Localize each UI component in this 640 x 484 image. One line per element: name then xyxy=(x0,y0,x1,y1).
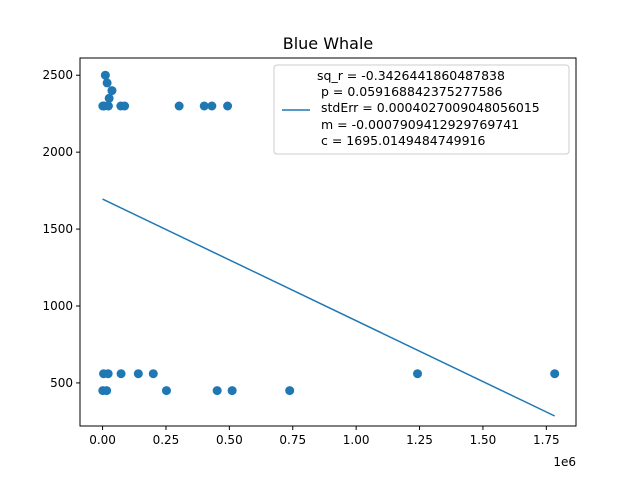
y-tick-label: 500 xyxy=(50,376,73,390)
scatter-point xyxy=(148,369,158,379)
x-tick-label: 0.00 xyxy=(89,433,116,447)
legend-line-5: c = 1695.0149484749916 xyxy=(321,133,486,148)
scatter-point xyxy=(104,93,114,103)
y-tick-label: 2000 xyxy=(42,145,73,159)
y-tick-label: 1500 xyxy=(42,222,73,236)
x-offset-label: 1e6 xyxy=(553,455,576,469)
x-tick-label: 1.25 xyxy=(406,433,433,447)
scatter-point xyxy=(103,369,113,379)
chart-marks xyxy=(98,70,560,417)
legend-line-3: stdErr = 0.0004027009048056015 xyxy=(321,100,540,115)
x-tick-label: 0.50 xyxy=(216,433,243,447)
axes: 0.00 0.25 0.50 0.75 1.00 1.25 1.50 1.75 500 1000 1… xyxy=(42,68,559,447)
legend-line-4: m = -0.0007909412929769741 xyxy=(321,117,519,132)
scatter-point xyxy=(285,386,295,396)
scatter-point xyxy=(133,369,143,379)
scatter-point xyxy=(100,70,110,80)
legend-box xyxy=(273,64,570,155)
legend: sq_r = -0.3426441860487838 p = 0.0591688… xyxy=(273,64,570,155)
x-tick-label: 1.50 xyxy=(470,433,497,447)
scatter-point xyxy=(161,386,171,396)
plot-frame xyxy=(79,57,577,427)
scatter-point xyxy=(199,101,209,111)
scatter-point xyxy=(174,101,184,111)
chart-title: Blue Whale xyxy=(283,34,374,53)
scatter-point xyxy=(107,86,117,96)
scatter-point xyxy=(120,101,130,111)
legend-line-2: p = 0.059168842375277586 xyxy=(321,84,502,99)
y-tick-label: 2500 xyxy=(42,68,73,82)
y-tick-label: 1000 xyxy=(42,299,73,313)
x-tick-label: 1.00 xyxy=(343,433,370,447)
scatter-point xyxy=(116,369,126,379)
x-tick-label: 1.75 xyxy=(533,433,560,447)
scatter-point xyxy=(227,386,237,396)
scatter-point xyxy=(223,101,233,111)
scatter-point xyxy=(207,101,217,111)
scatter-point xyxy=(102,78,112,88)
legend-line-1: sq_r = -0.3426441860487838 xyxy=(317,68,505,83)
x-tick-label: 0.25 xyxy=(153,433,180,447)
x-tick-label: 0.75 xyxy=(279,433,306,447)
scatter-point xyxy=(550,369,560,379)
scatter-point xyxy=(103,101,113,111)
scatter-point xyxy=(212,386,222,396)
scatter-point xyxy=(102,386,112,396)
scatter-point xyxy=(413,369,423,379)
regression-line xyxy=(102,198,556,417)
